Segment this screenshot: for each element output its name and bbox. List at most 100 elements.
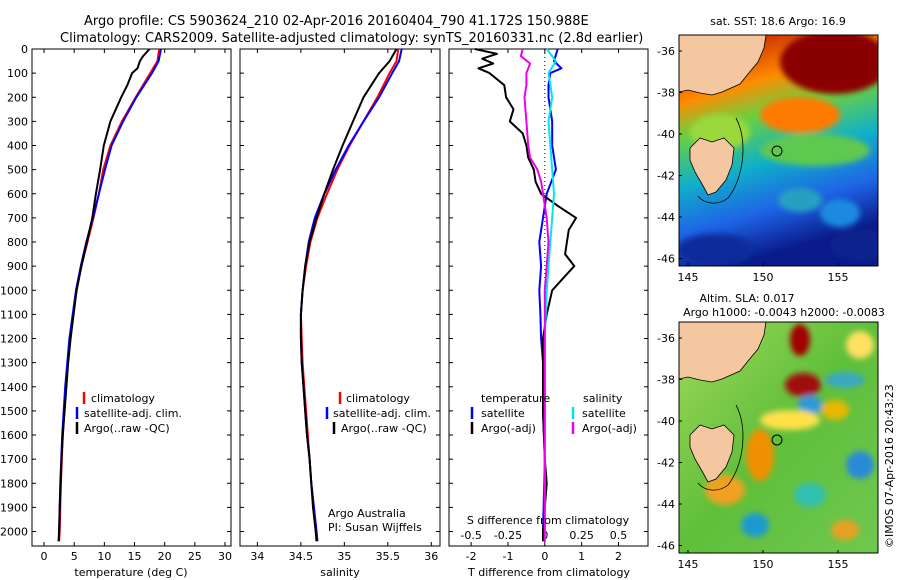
mainland-australia xyxy=(679,35,767,96)
salinity-axes-frame xyxy=(239,48,441,547)
salinity-legend: climatology satellite-adj. clim. Argo(..… xyxy=(325,392,431,435)
imos-watermark: ©IMOS 07-Apr-2016 20:43:23 xyxy=(883,384,896,548)
lat-tick-label: -36 xyxy=(657,45,675,58)
x-tick-label: 35 xyxy=(337,550,351,563)
legend-label-s-satellite: satellite xyxy=(582,407,626,420)
depth-tick-label: 1700 xyxy=(0,453,28,466)
x-tick-label: 0 xyxy=(541,550,548,563)
legend-label-satellite: satellite-adj. clim. xyxy=(333,407,431,420)
lat-tick-label: -46 xyxy=(657,540,675,553)
isobath-contour xyxy=(697,117,744,204)
legend-label-climatology: climatology xyxy=(346,392,410,405)
lon-tick-label: 145 xyxy=(678,271,699,284)
lon-tick-label: 155 xyxy=(828,558,849,571)
lon-tick-label: 150 xyxy=(753,558,774,571)
depth-tick-label: 1300 xyxy=(0,357,28,370)
sst-map-title: sat. SST: 18.6 Argo: 16.9 xyxy=(710,15,846,28)
difference-panel: -2 -1 0 1 2-0.5 -0.25 0 0.25 0.5 T difference fr… xyxy=(448,48,649,579)
salinity-panel: 34 34.5 35 35.5 36 salinity climatology sate… xyxy=(239,48,441,579)
lon-tick-label: 150 xyxy=(753,271,774,284)
annotation-argo-australia: Argo Australia xyxy=(328,507,406,520)
lat-tick-label: -40 xyxy=(657,415,675,428)
sst-map-frame xyxy=(678,34,879,267)
s-tick-label: -0.25 xyxy=(494,529,522,542)
x-tick-label: -1 xyxy=(502,550,513,563)
difference-top-xlabel: S difference from climatology xyxy=(467,514,630,527)
tasmania xyxy=(689,137,735,196)
depth-tick-label: 1900 xyxy=(0,501,28,514)
depth-tick-label: 500 xyxy=(7,164,28,177)
legend-label-t-satellite: satellite xyxy=(481,407,525,420)
legend-label-t-argo: Argo(-adj) xyxy=(481,422,536,435)
series-line-argo-raw-qc xyxy=(299,48,398,542)
lat-tick-label: -44 xyxy=(657,211,675,224)
annotation-pi: PI: Susan Wijffels xyxy=(328,521,422,534)
temperature-legend: climatology satellite-adj. clim. Argo(..… xyxy=(75,392,182,435)
legend-header-temperature: temperature xyxy=(481,392,550,405)
depth-tick-label: 700 xyxy=(7,212,28,225)
x-tick-label: -2 xyxy=(466,550,477,563)
temperature-xlabel: temperature (deg C) xyxy=(74,566,187,579)
legend-label-s-argo: Argo(-adj) xyxy=(582,422,637,435)
depth-tick-label: 1800 xyxy=(0,477,28,490)
lon-tick-label: 155 xyxy=(828,271,849,284)
sla-map-frame xyxy=(678,321,879,554)
lat-tick-label: -42 xyxy=(657,170,675,183)
legend-label-argo: Argo(..raw -QC) xyxy=(341,422,427,435)
depth-tick-label: 400 xyxy=(7,140,28,153)
depth-tick-label: 200 xyxy=(7,91,28,104)
series-line-temperature-argo-adj xyxy=(474,48,578,542)
x-tick-label: 10 xyxy=(97,550,111,563)
depth-tick-label: 0 xyxy=(21,43,28,56)
legend-label-argo: Argo(..raw -QC) xyxy=(84,422,170,435)
legend-label-climatology: climatology xyxy=(91,392,155,405)
depth-tick-label: 100 xyxy=(7,67,28,80)
depth-tick-label: 1100 xyxy=(0,308,28,321)
s-tick-label: 0.25 xyxy=(569,529,594,542)
tasmania xyxy=(689,424,735,483)
series-line-salinity-argo-adj xyxy=(519,48,550,542)
temperature-panel: 0100200300400500600700800900100011001200… xyxy=(0,43,232,579)
x-tick-label: 20 xyxy=(158,550,172,563)
legend-label-satellite: satellite-adj. clim. xyxy=(84,407,182,420)
sla-field-detail xyxy=(705,324,874,540)
depth-tick-label: 1000 xyxy=(0,284,28,297)
x-tick-label: 15 xyxy=(128,550,142,563)
x-tick-label: 1 xyxy=(578,550,585,563)
difference-xlabel: T difference from climatology xyxy=(467,566,630,579)
x-tick-label: 5 xyxy=(71,550,78,563)
depth-tick-label: 300 xyxy=(7,115,28,128)
legend-header-salinity: salinity xyxy=(583,392,623,405)
depth-tick-label: 1200 xyxy=(0,333,28,346)
lon-tick-label: 145 xyxy=(678,558,699,571)
temperature-axes-frame xyxy=(31,48,232,547)
depth-tick-labels: 0 100 200 300 400 500 600 700 800 900 1000 1100 1200… xyxy=(0,43,28,539)
depth-tick-label: 800 xyxy=(7,236,28,249)
title-line-2: Climatology: CARS2009. Satellite-adjuste… xyxy=(60,31,643,46)
x-tick-label: 0 xyxy=(41,550,48,563)
lat-tick-label: -44 xyxy=(657,498,675,511)
x-tick-label: 35.5 xyxy=(376,550,401,563)
title-line-1: Argo profile: CS 5903624_210 02-Apr-2016… xyxy=(84,14,589,29)
sla-map-title-1: Altim. SLA: 0.017 xyxy=(699,292,794,305)
float-position-marker xyxy=(771,145,783,157)
isobath-contour xyxy=(697,404,744,491)
x-tick-label: 34.5 xyxy=(289,550,314,563)
x-tick-label: 2 xyxy=(615,550,622,563)
difference-legend: temperature satellite Argo(-adj) salinit… xyxy=(470,392,637,435)
lat-tick-label: -38 xyxy=(657,87,675,100)
lat-tick-label: -42 xyxy=(657,457,675,470)
sst-map: sat. SST: 18.6 Argo: 16.9 -36 -38 -40 -42 -4… xyxy=(657,15,879,284)
depth-tick-label: 1600 xyxy=(0,429,28,442)
lat-tick-label: -46 xyxy=(657,253,675,266)
depth-tick-label: 2000 xyxy=(0,526,28,539)
lat-tick-label: -38 xyxy=(657,374,675,387)
salinity-xlabel: salinity xyxy=(320,566,360,579)
depth-tick-label: 600 xyxy=(7,188,28,201)
x-tick-label: 30 xyxy=(218,550,232,563)
series-line-argo-raw-qc xyxy=(57,48,151,542)
depth-tick-label: 900 xyxy=(7,260,28,273)
float-position-marker xyxy=(771,434,783,446)
x-tick-label: 34 xyxy=(250,550,264,563)
